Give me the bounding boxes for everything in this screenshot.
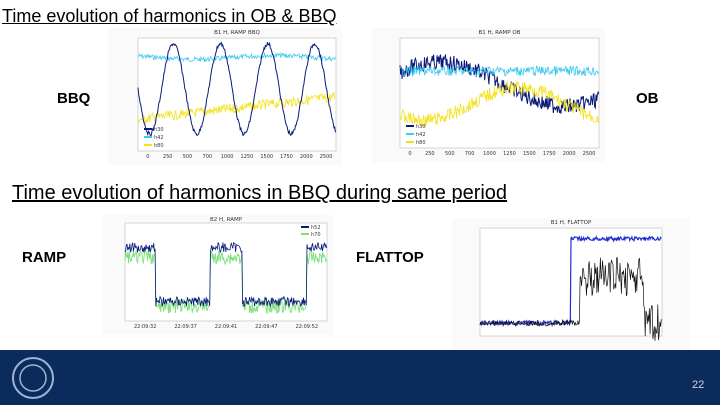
x-tick-label: 2000 (563, 151, 576, 157)
x-tick-label: 1750 (543, 151, 556, 157)
plot: B2 H, RAMP 22:09:32 22:09:37 22:09:41 22:09:… (103, 215, 333, 335)
x-tick-label: 1000 (483, 151, 496, 157)
x-tick-label: 1250 (241, 154, 254, 160)
trace (137, 92, 336, 125)
x-tick-label: 1750 (280, 154, 293, 160)
trace (399, 64, 600, 78)
x-tick-label: 1000 (221, 154, 234, 160)
x-tick-label: 500 (445, 151, 455, 157)
plot-title: B1 H, FLATTOP (551, 220, 592, 226)
x-tick-label: 22:09:47 (255, 324, 277, 330)
slide-subtitle: Time evolution of harmonics in BBQ durin… (12, 182, 508, 204)
slide-title: Time evolution of harmonics in OB & BBQ (2, 6, 337, 26)
plot: B1 H, RAMP BBQ 0 250 500 700 1000 1250 1500 1750… (108, 28, 342, 165)
trace (124, 241, 327, 308)
trace (399, 80, 600, 128)
plot: B1 H, FLATTOP (452, 218, 690, 350)
trace (479, 256, 662, 341)
trace (479, 234, 662, 327)
x-tick-label: 0 (146, 154, 149, 160)
plot-title: B1 H, RAMP OB (479, 30, 521, 36)
page-number: 22 (692, 379, 705, 391)
x-tick-label: 700 (203, 154, 213, 160)
legend-label: h52 (311, 225, 321, 231)
label: RAMP (22, 249, 67, 266)
x-tick-label: 22:09:52 (296, 324, 318, 330)
x-tick-label: 1500 (260, 154, 273, 160)
legend-label: h80 (416, 140, 426, 146)
plot-title: B1 H, RAMP BBQ (214, 30, 260, 36)
footer-bar: 22 (0, 350, 720, 405)
legend-label: h70 (311, 232, 321, 238)
legend-label: h80 (154, 143, 164, 149)
x-tick-label: 250 (163, 154, 173, 160)
x-tick-label: 1500 (523, 151, 536, 157)
x-tick-label: 250 (425, 151, 435, 157)
legend-label: h30 (416, 124, 426, 130)
label: FLATTOP (356, 249, 424, 266)
plot-title: B2 H, RAMP (210, 217, 243, 223)
label: BBQ (57, 90, 91, 107)
trace (137, 41, 336, 137)
x-tick-label: 2000 (300, 154, 313, 160)
x-tick-label: 22:09:37 (174, 324, 196, 330)
x-tick-label: 0 (408, 151, 411, 157)
x-tick-label: 2500 (583, 151, 596, 157)
logo (12, 357, 54, 399)
legend-label: h30 (154, 127, 164, 133)
x-tick-label: 500 (183, 154, 193, 160)
legend-label: h42 (416, 132, 426, 138)
x-tick-label: 22:09:32 (134, 324, 156, 330)
legend-label: h42 (154, 135, 164, 141)
trace (137, 51, 336, 63)
x-tick-label: 1250 (503, 151, 516, 157)
x-tick-label: 2500 (320, 154, 333, 160)
label: OB (636, 90, 659, 107)
plot: B1 H, RAMP OB 0 250 500 700 1000 1250 1500 1750 2… (372, 28, 605, 162)
plot-area (399, 37, 600, 149)
x-tick-label: 22:09:41 (215, 324, 237, 330)
x-tick-label: 700 (465, 151, 475, 157)
